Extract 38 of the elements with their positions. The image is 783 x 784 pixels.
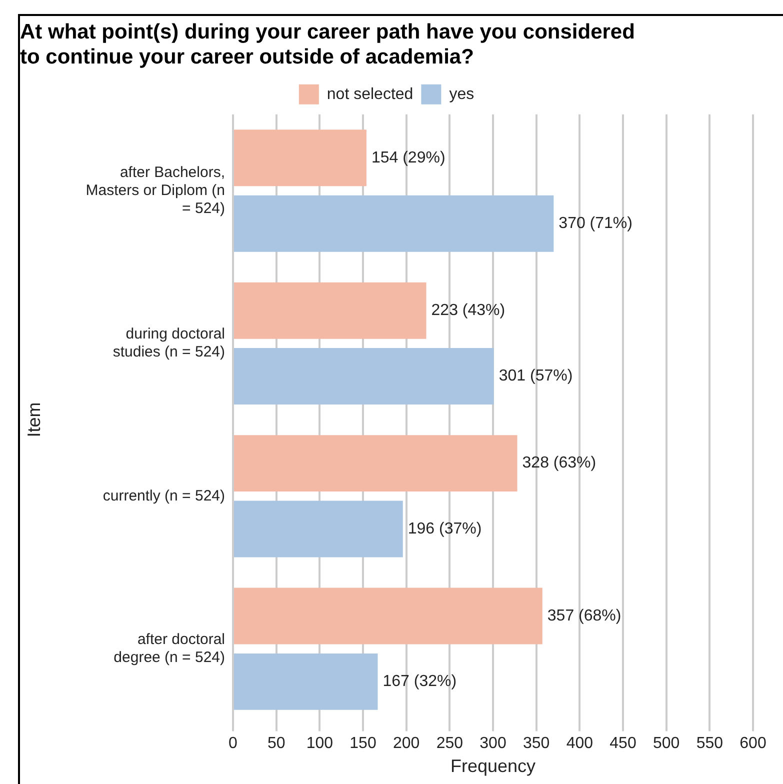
y-tick-label: during doctoral studies (n = 524) <box>112 326 225 361</box>
x-tick-label: 100 <box>306 735 334 752</box>
x-tick-label: 200 <box>392 735 420 752</box>
legend-label: yes <box>449 86 474 103</box>
data-label: 167 (32%) <box>382 673 457 690</box>
bar <box>234 130 366 186</box>
y-tick-label: after doctoral degree (n = 524) <box>114 630 226 666</box>
x-tick-label: 350 <box>522 735 550 752</box>
x-tick-label: 250 <box>436 735 464 752</box>
bar <box>234 282 426 339</box>
x-tick-label: 50 <box>267 735 286 752</box>
bar <box>234 500 403 558</box>
x-axis-title: Frequency <box>450 756 536 776</box>
bar <box>234 435 518 492</box>
x-tick-label: 400 <box>566 735 594 752</box>
x-tick-label: 500 <box>652 735 680 752</box>
bar <box>234 653 378 710</box>
legend-label: not selected <box>326 86 414 103</box>
data-label: 301 (57%) <box>498 368 573 385</box>
bar <box>234 195 554 252</box>
x-tick-label: 300 <box>480 735 506 752</box>
data-label: 196 (37%) <box>408 520 482 538</box>
data-label: 154 (29%) <box>371 149 446 166</box>
bar <box>234 348 494 405</box>
data-label: 357 (68%) <box>547 607 622 624</box>
x-tick-label: 0 <box>228 735 238 752</box>
x-tick-label: 600 <box>740 735 766 752</box>
y-axis-title: Item <box>24 402 44 438</box>
x-tick-label: 150 <box>350 735 376 752</box>
x-tick-label: 550 <box>696 735 724 752</box>
data-label: 223 (43%) <box>431 302 506 320</box>
data-label: 328 (63%) <box>522 454 596 472</box>
y-tick-label: currently (n = 524) <box>102 487 226 504</box>
chart-title: At what point(s) during your career path have you considered to continue your career outside of academia? <box>20 20 635 69</box>
bar <box>234 588 542 644</box>
data-label: 370 (71%) <box>558 214 632 232</box>
x-tick-label: 450 <box>610 735 636 752</box>
y-tick-label: after Bachelors, Masters or Diplom (n = 524) <box>86 164 225 217</box>
